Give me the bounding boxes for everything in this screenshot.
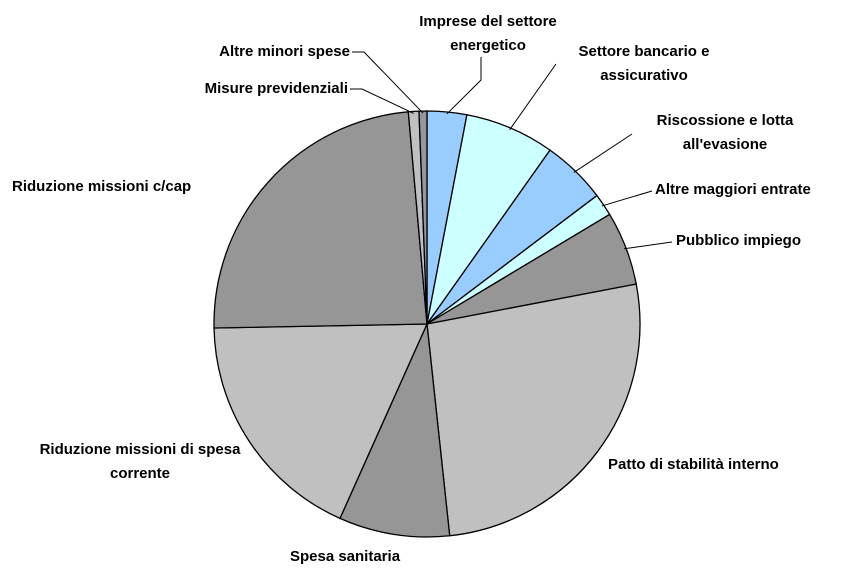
pie-slice [339,321,451,538]
slice-label: Riscossione e lotta all'evasione [656,112,794,153]
slice-label: Imprese del settore energetico [419,13,557,54]
slice-label: Patto di stabilità interno [608,456,779,473]
leader-line [352,51,424,114]
pie-slice [426,283,641,537]
slice-label: Pubblico impiego [676,232,802,249]
slice-label: Settore bancario e assicurativo [578,43,710,84]
leader-line [573,133,633,173]
slice-label: Altre minori spese [219,43,350,60]
slice-label: Altre maggiori entrate [655,181,811,198]
slice-label: Riduzione missioni c/cap [12,178,192,195]
slice-label: Riduzione missioni di spesa corrente [39,441,241,482]
leader-line [624,241,673,250]
leader-line [446,57,482,115]
pie-slice [213,111,428,329]
leader-line [350,88,414,114]
slice-label: Misure previdenziali [204,80,348,97]
leader-line [601,190,653,207]
leader-line [509,63,557,131]
slice-label: Spesa sanitaria [289,548,401,565]
pie-slice [213,323,429,520]
pie-slice [418,110,428,325]
